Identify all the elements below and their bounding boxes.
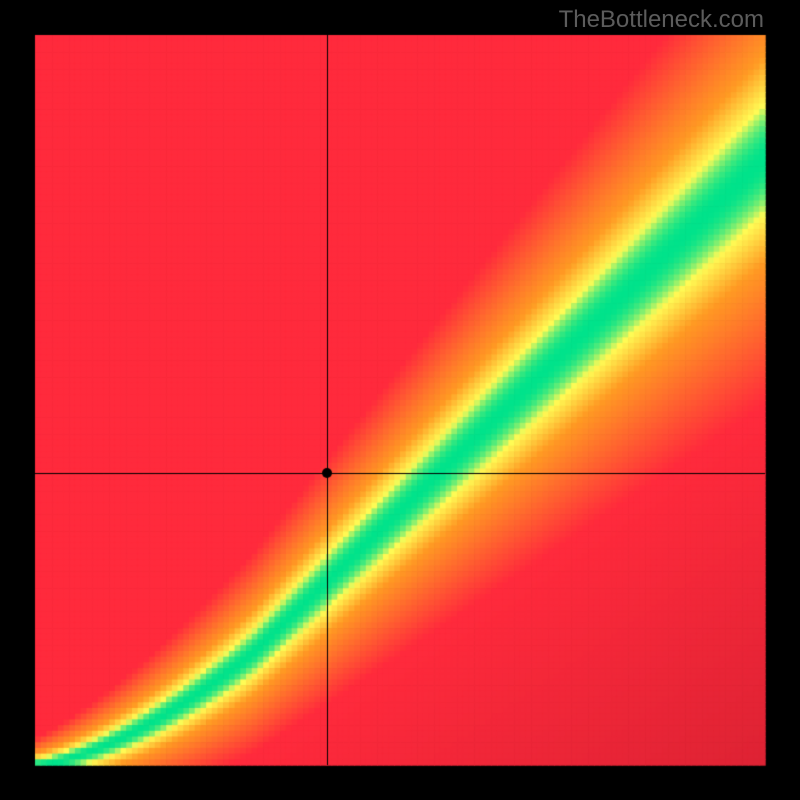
bottleneck-heatmap	[0, 0, 800, 800]
watermark-text: TheBottleneck.com	[559, 6, 764, 34]
